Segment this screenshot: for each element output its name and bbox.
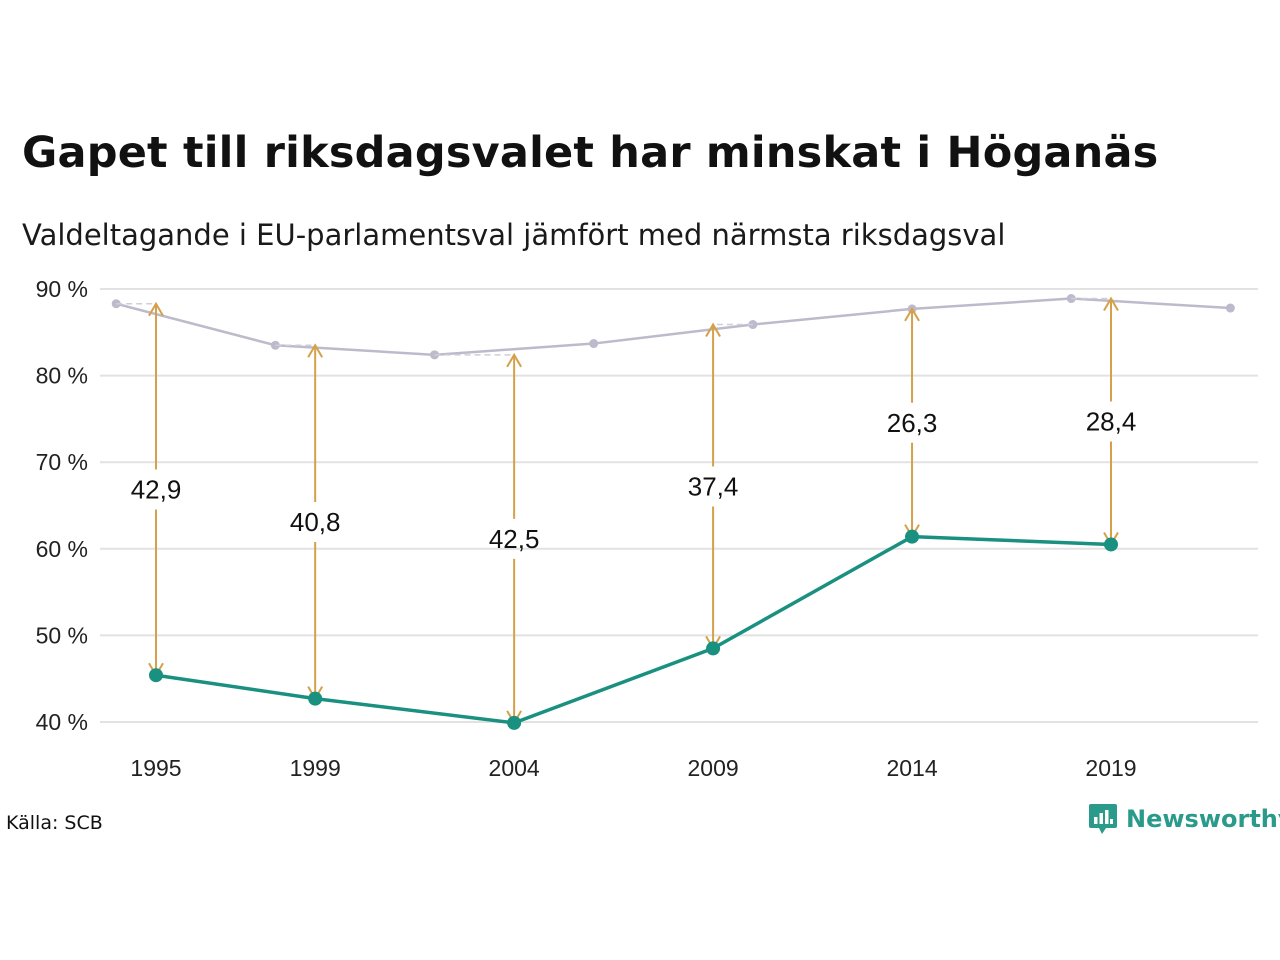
eu-point <box>905 529 920 544</box>
gap-label: 40,8 <box>290 507 341 537</box>
x-tick-label: 1995 <box>130 755 181 781</box>
gap-label: 42,9 <box>131 474 182 504</box>
y-axis: 40 % 50 % 60 % 70 % 80 % 90 % <box>36 276 88 735</box>
eu-point <box>149 668 163 683</box>
eu-series <box>149 529 1118 730</box>
chart-subtitle: Valdeltagande i EU-parlamentsval jämfört… <box>22 218 1006 252</box>
eu-line <box>155 534 1112 725</box>
gap-annotation: 42,9 <box>116 301 182 678</box>
gap-label: 26,3 <box>887 408 938 438</box>
eu-point <box>308 691 323 706</box>
y-tick-label: 60 % <box>36 536 88 562</box>
gap-arrowhead-up <box>307 343 324 358</box>
gap-label: 28,4 <box>1086 406 1137 436</box>
gap-arrowhead-up <box>904 306 920 322</box>
gap-annotation: 37,4 <box>688 322 753 651</box>
x-tick-label: 2014 <box>886 755 937 781</box>
gap-annotation: 26,3 <box>887 306 938 539</box>
eu-point <box>1104 537 1118 552</box>
source-label: Källa: SCB <box>6 812 103 834</box>
gap-annotation: 40,8 <box>275 343 341 701</box>
riksdag-point <box>589 339 599 349</box>
gap-arrowhead-up <box>148 301 164 317</box>
gap-label: 37,4 <box>688 471 739 501</box>
x-tick-label: 1999 <box>290 755 341 781</box>
gap-annotations: 42,9 40,8 42,5 37,4 26,3 28,4 <box>116 296 1137 725</box>
y-tick-label: 80 % <box>36 363 88 389</box>
newsworthy-logo-icon <box>1089 804 1117 834</box>
x-tick-label: 2009 <box>687 755 738 781</box>
y-tick-label: 90 % <box>36 276 88 302</box>
gap-annotation: 28,4 <box>1071 296 1137 547</box>
eu-point <box>706 641 721 656</box>
gap-arrowhead-up <box>705 322 721 338</box>
brand-logo: Newsworthy <box>1088 802 1280 836</box>
x-tick-label: 2019 <box>1085 755 1136 781</box>
y-tick-label: 70 % <box>36 449 88 475</box>
brand-name: Newsworthy <box>1126 805 1280 833</box>
x-tick-label: 2004 <box>489 755 540 781</box>
x-axis: 1995 1999 2004 2009 2014 2019 <box>130 755 1136 781</box>
gap-arrowhead-up <box>506 352 522 368</box>
gap-label: 42,5 <box>489 524 540 554</box>
gap-annotation: 42,5 <box>434 352 540 725</box>
grid-layer <box>100 288 1258 723</box>
riksdag-series <box>111 294 1235 360</box>
eu-point <box>507 715 522 730</box>
y-tick-label: 40 % <box>36 709 88 735</box>
y-tick-label: 50 % <box>36 622 88 648</box>
riksdag-point <box>1225 303 1235 313</box>
chart-title: Gapet till riksdagsvalet har minskat i H… <box>22 128 1159 178</box>
gap-arrowhead-up <box>1103 296 1119 312</box>
riksdag-line <box>115 297 1231 357</box>
